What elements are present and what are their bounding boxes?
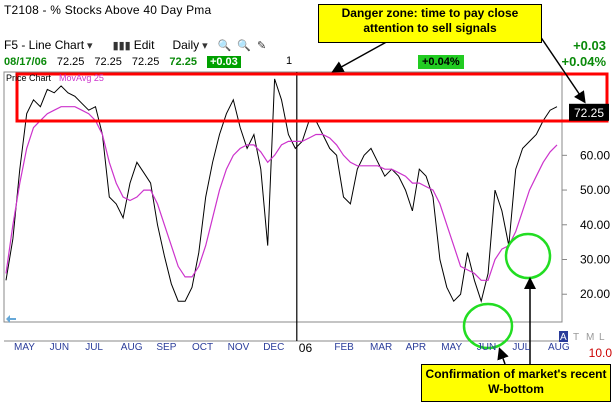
draw-tool-icon[interactable]: ✎ [257,39,267,52]
timeframe-letter: T [573,332,579,343]
top-right-change: +0.03 [573,38,606,53]
scroll-left-icon [6,315,16,323]
x-tick-label: JUN [50,342,69,353]
x-tick-label: SEP [156,342,176,353]
x-tick-label: OCT [192,342,213,353]
w-bottom-circle-left [462,302,514,350]
top-right-pct: +0.04% [561,54,606,69]
timeframe-letter: L [599,332,605,343]
quote-last: 72.25 [169,56,197,68]
edit-button[interactable]: ▮▮▮ Edit [113,38,155,52]
x-tick-label: JUL [85,342,103,353]
x-tick-label: APR [406,342,427,353]
timeframe-letter: A [560,332,567,343]
x-tick-label: FEB [334,342,354,353]
danger-zone-box [15,72,609,123]
quote-high: 72.25 [94,56,122,68]
quote-pct-badge: +0.04% [418,55,464,69]
chart-title: T2108 - % Stocks Above 40 Day Pma [4,3,212,17]
chevron-down-icon: ▾ [87,39,93,52]
w-bottom-circle-right [504,232,552,280]
last-value-label: 72.25 [574,106,604,120]
y-tick-label: 20.00 [580,287,610,301]
y-tick-label: 50.00 [580,183,610,197]
w-bottom-callout: Confirmation of market's recent W-bottom [421,364,611,402]
quote-low: 72.25 [131,56,160,68]
danger-zone-callout: Danger zone: time to pay close attention… [318,4,542,43]
danger-arrow-left [331,39,391,73]
chevron-down-icon: ▾ [202,39,208,52]
y-tick-label: 40.00 [580,218,610,232]
plot-frame [3,71,563,323]
lower-corner-value: 10.0 [589,346,613,360]
zoom-out-icon[interactable]: 🔍 [237,39,252,52]
x-tick-label: NOV [228,342,250,353]
bars-icon: ▮▮▮ [112,39,131,52]
edit-label: Edit [133,38,155,52]
period-menu[interactable]: Daily ▾ [172,38,207,52]
chart-toolbar: F5 - Line Chart ▾ ▮▮▮ Edit Daily ▾ 🔍 🔍 ✎ [4,37,266,53]
x-tick-label: DEC [263,342,284,353]
y-tick-label: 60.00 [580,148,610,162]
danger-arrow-right [539,35,586,104]
quote-count: 1 [286,55,293,67]
x-tick-label: AUG [548,342,570,353]
panel-label: Price Chart [6,73,52,83]
last-value-tag [569,103,609,121]
legend-movavg: MovAvg 25 [59,73,104,83]
period-label: Daily [172,38,200,52]
zoom-in-icon[interactable]: 🔍 [217,39,232,52]
moving-average-line [5,106,558,281]
y-tick-label: 30.00 [580,253,610,267]
x-tick-label: MAR [370,342,392,353]
price-line [5,78,558,304]
quote-bar: 08/17/06 72.25 72.25 72.25 72.25 +0.03 [4,55,241,69]
x-tick-label: 06 [299,341,313,355]
quote-change: +0.03 [206,56,241,68]
x-tick-label: JUL [512,342,530,353]
x-tick-label: MAY [441,342,462,353]
confirm-arrow-left [497,347,509,365]
chart-type-menu[interactable]: F5 - Line Chart ▾ [4,38,93,52]
chart-type-label: F5 - Line Chart [4,38,85,52]
x-tick-label: JUN [477,342,496,353]
x-tick-label: AUG [121,342,143,353]
quote-open: 72.25 [56,56,85,68]
timeframe-a-box [559,331,568,342]
x-tick-label: MAY [14,342,35,353]
quote-date: 08/17/06 [4,56,47,68]
timeframe-letter: M [586,332,594,343]
